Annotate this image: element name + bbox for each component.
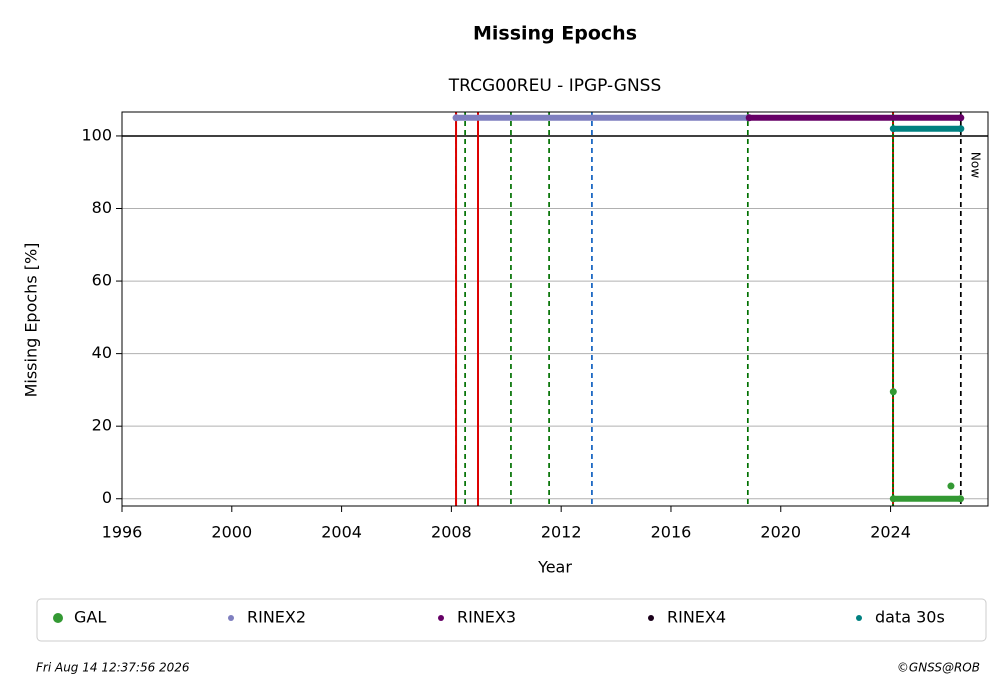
data-point [889, 495, 897, 503]
timestamp: Fri Aug 14 12:37:56 2026 [36, 661, 190, 675]
legend-label: data 30s [875, 608, 945, 627]
legend-marker [53, 613, 63, 623]
x-tick-label: 1996 [102, 523, 143, 542]
legend-marker [438, 615, 444, 621]
legend-label: GAL [74, 608, 106, 627]
data-point [957, 114, 965, 122]
plot-frame [121, 111, 989, 507]
y-tick-label: 60 [92, 271, 112, 290]
data-point [889, 125, 897, 133]
now-annotation: Now [969, 152, 983, 178]
legend-label: RINEX3 [457, 608, 516, 627]
legend-marker [856, 615, 862, 621]
legend-label: RINEX4 [667, 608, 726, 627]
y-tick-label: 40 [92, 343, 112, 362]
y-tick-label: 0 [102, 488, 112, 507]
y-tick-label: 20 [92, 416, 112, 435]
x-tick-label: 2016 [651, 523, 692, 542]
legend-marker [228, 615, 234, 621]
y-tick-label: 80 [92, 198, 112, 217]
data-point [947, 482, 955, 490]
data-point [957, 125, 965, 133]
x-tick-label: 2024 [870, 523, 911, 542]
chart-subtitle: TRCG00REU - IPGP-GNSS [448, 76, 662, 96]
x-tick-label: 2008 [431, 523, 472, 542]
y-tick-label: 100 [81, 125, 112, 144]
data-point [745, 114, 753, 122]
credit: ©GNSS@ROB [897, 661, 980, 675]
legend-label: RINEX2 [247, 608, 306, 627]
data-point [957, 495, 965, 503]
x-tick-label: 2012 [541, 523, 582, 542]
x-tick-label: 2020 [760, 523, 801, 542]
legend-marker [648, 615, 654, 621]
data-point [889, 388, 897, 396]
y-axis-label: Missing Epochs [%] [22, 243, 41, 398]
x-axis-label: Year [537, 558, 572, 577]
x-tick-label: 2000 [211, 523, 252, 542]
legend [36, 598, 987, 642]
data-point [452, 114, 460, 122]
chart-title: Missing Epochs [473, 23, 637, 45]
x-tick-label: 2004 [321, 523, 362, 542]
